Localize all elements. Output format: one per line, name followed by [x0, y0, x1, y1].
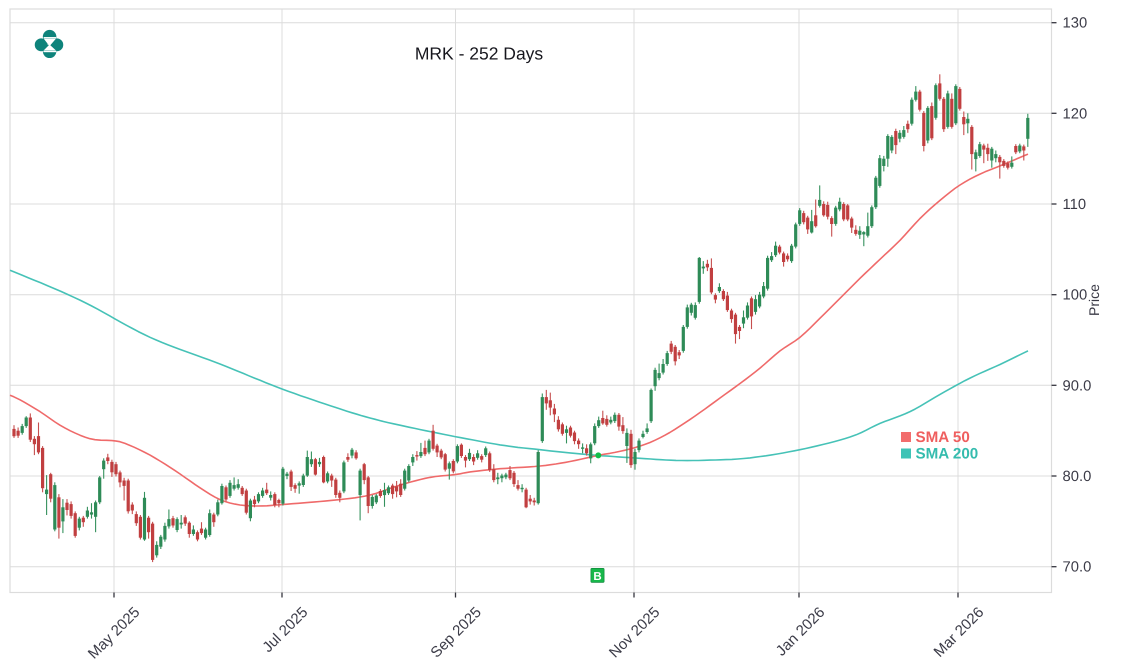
svg-text:SMA 50: SMA 50 [916, 429, 970, 446]
svg-text:MRK - 252 Days: MRK - 252 Days [415, 44, 544, 64]
svg-text:120: 120 [1063, 106, 1088, 122]
svg-text:130: 130 [1063, 16, 1088, 32]
svg-text:90.0: 90.0 [1063, 378, 1092, 394]
svg-text:B: B [593, 571, 601, 583]
svg-text:SMA 200: SMA 200 [916, 445, 979, 462]
svg-text:80.0: 80.0 [1063, 469, 1092, 485]
svg-text:70.0: 70.0 [1063, 560, 1092, 576]
svg-text:Price: Price [1086, 284, 1102, 316]
svg-text:100: 100 [1063, 288, 1088, 304]
svg-text:110: 110 [1063, 197, 1087, 213]
